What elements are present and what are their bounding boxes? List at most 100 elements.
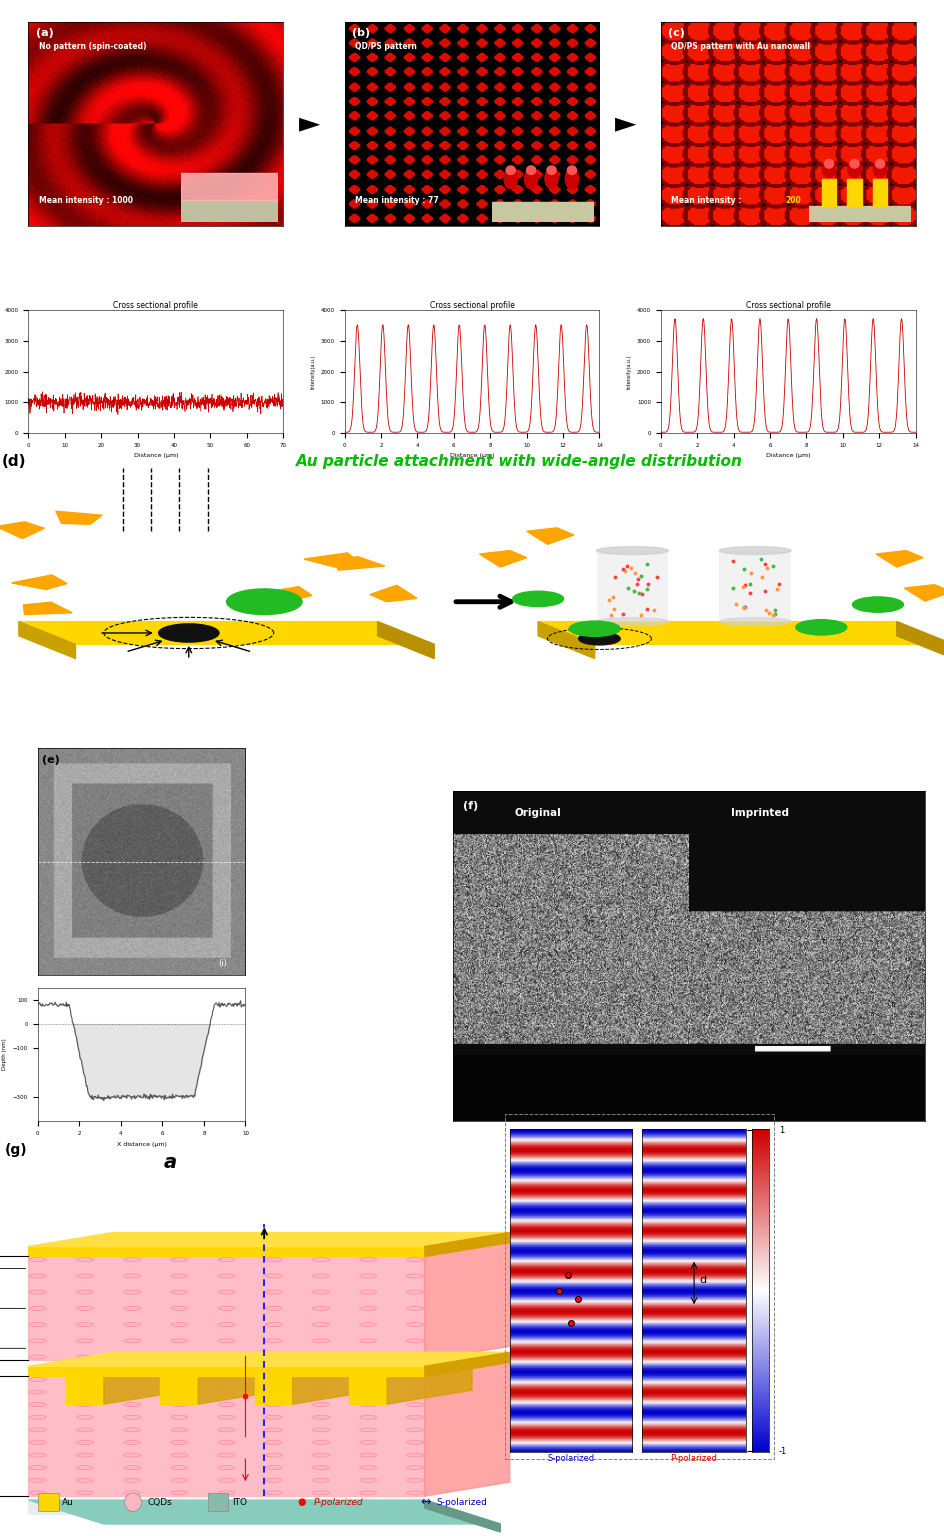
Ellipse shape (312, 1390, 329, 1395)
Ellipse shape (218, 1322, 235, 1327)
Ellipse shape (312, 1402, 329, 1407)
Ellipse shape (407, 1290, 424, 1295)
Ellipse shape (312, 1258, 329, 1261)
Ellipse shape (312, 1453, 329, 1458)
Ellipse shape (265, 1306, 282, 1310)
Polygon shape (56, 511, 102, 524)
Text: ITO: ITO (232, 1498, 247, 1507)
Ellipse shape (312, 1355, 329, 1359)
Ellipse shape (360, 1415, 377, 1419)
Ellipse shape (218, 1273, 235, 1278)
Ellipse shape (171, 1378, 188, 1381)
Ellipse shape (407, 1306, 424, 1310)
Ellipse shape (171, 1322, 188, 1327)
Ellipse shape (360, 1491, 377, 1495)
Ellipse shape (227, 588, 302, 614)
Ellipse shape (218, 1355, 235, 1359)
Ellipse shape (171, 1491, 188, 1495)
Ellipse shape (29, 1306, 46, 1310)
Ellipse shape (124, 1322, 141, 1327)
Text: (i): (i) (218, 960, 228, 968)
Ellipse shape (265, 1258, 282, 1261)
Ellipse shape (407, 1453, 424, 1458)
Text: Mean intensity : 77: Mean intensity : 77 (355, 197, 439, 206)
Ellipse shape (719, 547, 791, 554)
Ellipse shape (312, 1441, 329, 1444)
Polygon shape (904, 585, 944, 601)
Ellipse shape (360, 1428, 377, 1432)
Ellipse shape (124, 1290, 141, 1295)
Ellipse shape (360, 1478, 377, 1482)
Polygon shape (425, 1243, 510, 1361)
Ellipse shape (76, 1453, 93, 1458)
X-axis label: P-polarized: P-polarized (670, 1455, 717, 1464)
Ellipse shape (312, 1378, 329, 1381)
X-axis label: X distance (µm): X distance (µm) (117, 1141, 166, 1146)
Polygon shape (538, 622, 944, 645)
Polygon shape (28, 1352, 510, 1367)
Ellipse shape (124, 1441, 141, 1444)
Ellipse shape (407, 1415, 424, 1419)
Text: (c): (c) (668, 28, 685, 38)
Polygon shape (425, 1352, 510, 1376)
Ellipse shape (76, 1322, 93, 1327)
Ellipse shape (124, 1402, 141, 1407)
Ellipse shape (407, 1402, 424, 1407)
Ellipse shape (76, 1355, 93, 1359)
Ellipse shape (407, 1355, 424, 1359)
Ellipse shape (76, 1258, 93, 1261)
Ellipse shape (124, 1453, 141, 1458)
Y-axis label: Depth (nm): Depth (nm) (2, 1038, 8, 1071)
Ellipse shape (124, 1478, 141, 1482)
Ellipse shape (265, 1290, 282, 1295)
Ellipse shape (29, 1258, 46, 1261)
Ellipse shape (265, 1441, 282, 1444)
Ellipse shape (407, 1322, 424, 1327)
Ellipse shape (360, 1441, 377, 1444)
Ellipse shape (407, 1465, 424, 1470)
Polygon shape (370, 585, 417, 602)
Text: CQDs: CQDs (147, 1498, 172, 1507)
Ellipse shape (218, 1258, 235, 1261)
Ellipse shape (171, 1273, 188, 1278)
Ellipse shape (265, 1465, 282, 1470)
Ellipse shape (29, 1390, 46, 1395)
Polygon shape (527, 528, 574, 544)
Ellipse shape (124, 1355, 141, 1359)
Ellipse shape (76, 1306, 93, 1310)
Ellipse shape (360, 1465, 377, 1470)
Ellipse shape (218, 1339, 235, 1342)
Ellipse shape (218, 1465, 235, 1470)
Ellipse shape (76, 1378, 93, 1381)
Ellipse shape (124, 1378, 141, 1381)
Ellipse shape (124, 1428, 141, 1432)
Ellipse shape (597, 547, 668, 554)
Ellipse shape (312, 1465, 329, 1470)
Ellipse shape (218, 1402, 235, 1407)
Ellipse shape (218, 1306, 235, 1310)
Ellipse shape (171, 1290, 188, 1295)
Text: (b): (b) (352, 28, 370, 38)
Polygon shape (387, 1362, 472, 1404)
Text: S-polarized: S-polarized (436, 1498, 487, 1507)
Polygon shape (897, 622, 944, 659)
Bar (160, 1376, 198, 1404)
Y-axis label: Intensity(a.u.): Intensity(a.u.) (627, 355, 632, 389)
Ellipse shape (171, 1402, 188, 1407)
Ellipse shape (29, 1491, 46, 1495)
Text: 200: 200 (785, 197, 801, 206)
Ellipse shape (218, 1428, 235, 1432)
Polygon shape (480, 550, 527, 567)
Ellipse shape (407, 1258, 424, 1261)
Ellipse shape (29, 1465, 46, 1470)
Ellipse shape (265, 1415, 282, 1419)
Ellipse shape (265, 1339, 282, 1342)
Ellipse shape (218, 1290, 235, 1295)
Polygon shape (19, 622, 76, 659)
Bar (66, 1376, 104, 1404)
Ellipse shape (265, 1273, 282, 1278)
Polygon shape (28, 1501, 500, 1524)
Ellipse shape (407, 1378, 424, 1381)
Text: Imprinted: Imprinted (731, 808, 789, 817)
Ellipse shape (124, 1415, 141, 1419)
